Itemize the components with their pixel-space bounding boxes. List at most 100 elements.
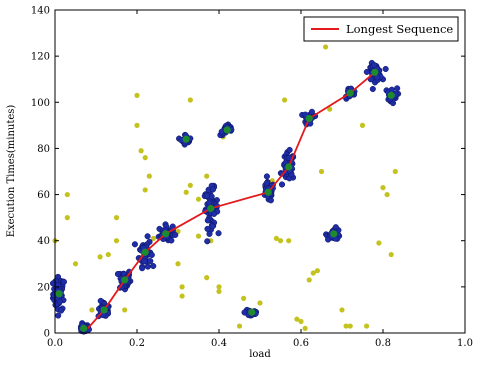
x-tick-label: 0.0: [47, 338, 63, 349]
cluster-point: [287, 147, 293, 153]
outlier-point: [180, 284, 185, 289]
cluster-point: [205, 218, 211, 224]
cluster-point: [309, 109, 315, 115]
cluster-point: [172, 232, 178, 238]
cluster-point: [216, 230, 222, 236]
outlier-point: [122, 307, 127, 312]
outlier-point: [376, 240, 381, 245]
outlier-point: [196, 197, 201, 202]
cluster-point: [279, 182, 285, 188]
cluster-point: [139, 265, 145, 271]
y-tick-label: 80: [37, 144, 50, 155]
outlier-point: [204, 174, 209, 179]
cluster-center: [207, 205, 214, 212]
outlier-point: [134, 93, 139, 98]
outlier-point: [257, 300, 262, 305]
cluster-center: [162, 230, 169, 237]
cluster-center: [101, 306, 108, 313]
outlier-point: [364, 323, 369, 328]
chart-marks: [50, 44, 401, 334]
cluster-point: [61, 279, 67, 285]
outlier-point: [139, 148, 144, 153]
cluster-center: [80, 325, 87, 332]
outlier-point: [389, 252, 394, 257]
outlier-point: [385, 192, 390, 197]
outlier-point: [315, 268, 320, 273]
cluster-point: [370, 86, 376, 92]
outlier-point: [143, 155, 148, 160]
cluster-center: [56, 290, 63, 297]
outlier-point: [89, 307, 94, 312]
outlier-point: [348, 323, 353, 328]
x-tick-label: 1.0: [457, 338, 473, 349]
outlier-point: [241, 296, 246, 301]
outlier-point: [360, 123, 365, 128]
y-tick-label: 0: [44, 329, 50, 340]
cluster-point: [264, 174, 270, 180]
outlier-point: [147, 174, 152, 179]
cluster-center: [347, 89, 354, 96]
outlier-point: [204, 275, 209, 280]
x-tick-label: 0.6: [293, 338, 309, 349]
outlier-point: [114, 215, 119, 220]
outlier-point: [282, 97, 287, 102]
outlier-point: [106, 252, 111, 257]
outlier-point: [216, 289, 221, 294]
cluster-point: [207, 231, 213, 237]
outlier-point: [98, 254, 103, 259]
outlier-point: [380, 185, 385, 190]
x-axis-label: load: [249, 349, 271, 360]
legend-label: Longest Sequence: [346, 22, 453, 36]
cluster-point: [210, 187, 216, 193]
y-tick-label: 20: [37, 282, 50, 293]
axis-ticks: [55, 10, 465, 333]
cluster-center: [121, 276, 128, 283]
outlier-point: [175, 261, 180, 266]
outlier-point: [307, 277, 312, 282]
cluster-point: [210, 224, 216, 230]
y-tick-label: 120: [31, 52, 50, 63]
cluster-point: [325, 237, 331, 243]
cluster-point: [145, 233, 151, 239]
cluster-center: [142, 249, 149, 256]
cluster-point: [364, 69, 370, 75]
cluster-point: [57, 299, 63, 305]
outlier-point: [319, 169, 324, 174]
cluster-point: [211, 211, 217, 217]
outlier-point: [278, 238, 283, 243]
cluster-center: [224, 126, 231, 133]
outlier-point: [188, 97, 193, 102]
x-tick-label: 0.4: [211, 338, 227, 349]
outlier-point: [180, 293, 185, 298]
cluster-point: [55, 313, 61, 319]
cluster-point: [394, 86, 400, 92]
outlier-point: [65, 192, 70, 197]
outlier-point: [323, 44, 328, 49]
outlier-point: [188, 183, 193, 188]
y-axis-label: Execution Times(minutes): [6, 105, 17, 238]
cluster-point: [209, 194, 215, 200]
cluster-center: [388, 92, 395, 99]
x-tick-label: 0.2: [129, 338, 145, 349]
outlier-point: [303, 326, 308, 331]
outlier-point: [196, 234, 201, 239]
cluster-point: [58, 308, 64, 314]
cluster-point: [264, 180, 270, 186]
y-tick-label: 60: [37, 190, 50, 201]
cluster-point: [132, 241, 138, 247]
cluster-point: [204, 193, 210, 199]
cluster-center: [265, 189, 272, 196]
cluster-center: [371, 69, 378, 76]
plot-frame: [55, 10, 465, 333]
legend: Longest Sequence: [304, 17, 458, 41]
cluster-point: [389, 87, 395, 93]
cluster-center: [306, 115, 313, 122]
y-tick-label: 140: [31, 6, 50, 17]
outlier-point: [114, 238, 119, 243]
outlier-point: [184, 190, 189, 195]
outlier-point: [216, 284, 221, 289]
cluster-point: [204, 238, 210, 244]
outlier-point: [298, 319, 303, 324]
outlier-point: [73, 261, 78, 266]
